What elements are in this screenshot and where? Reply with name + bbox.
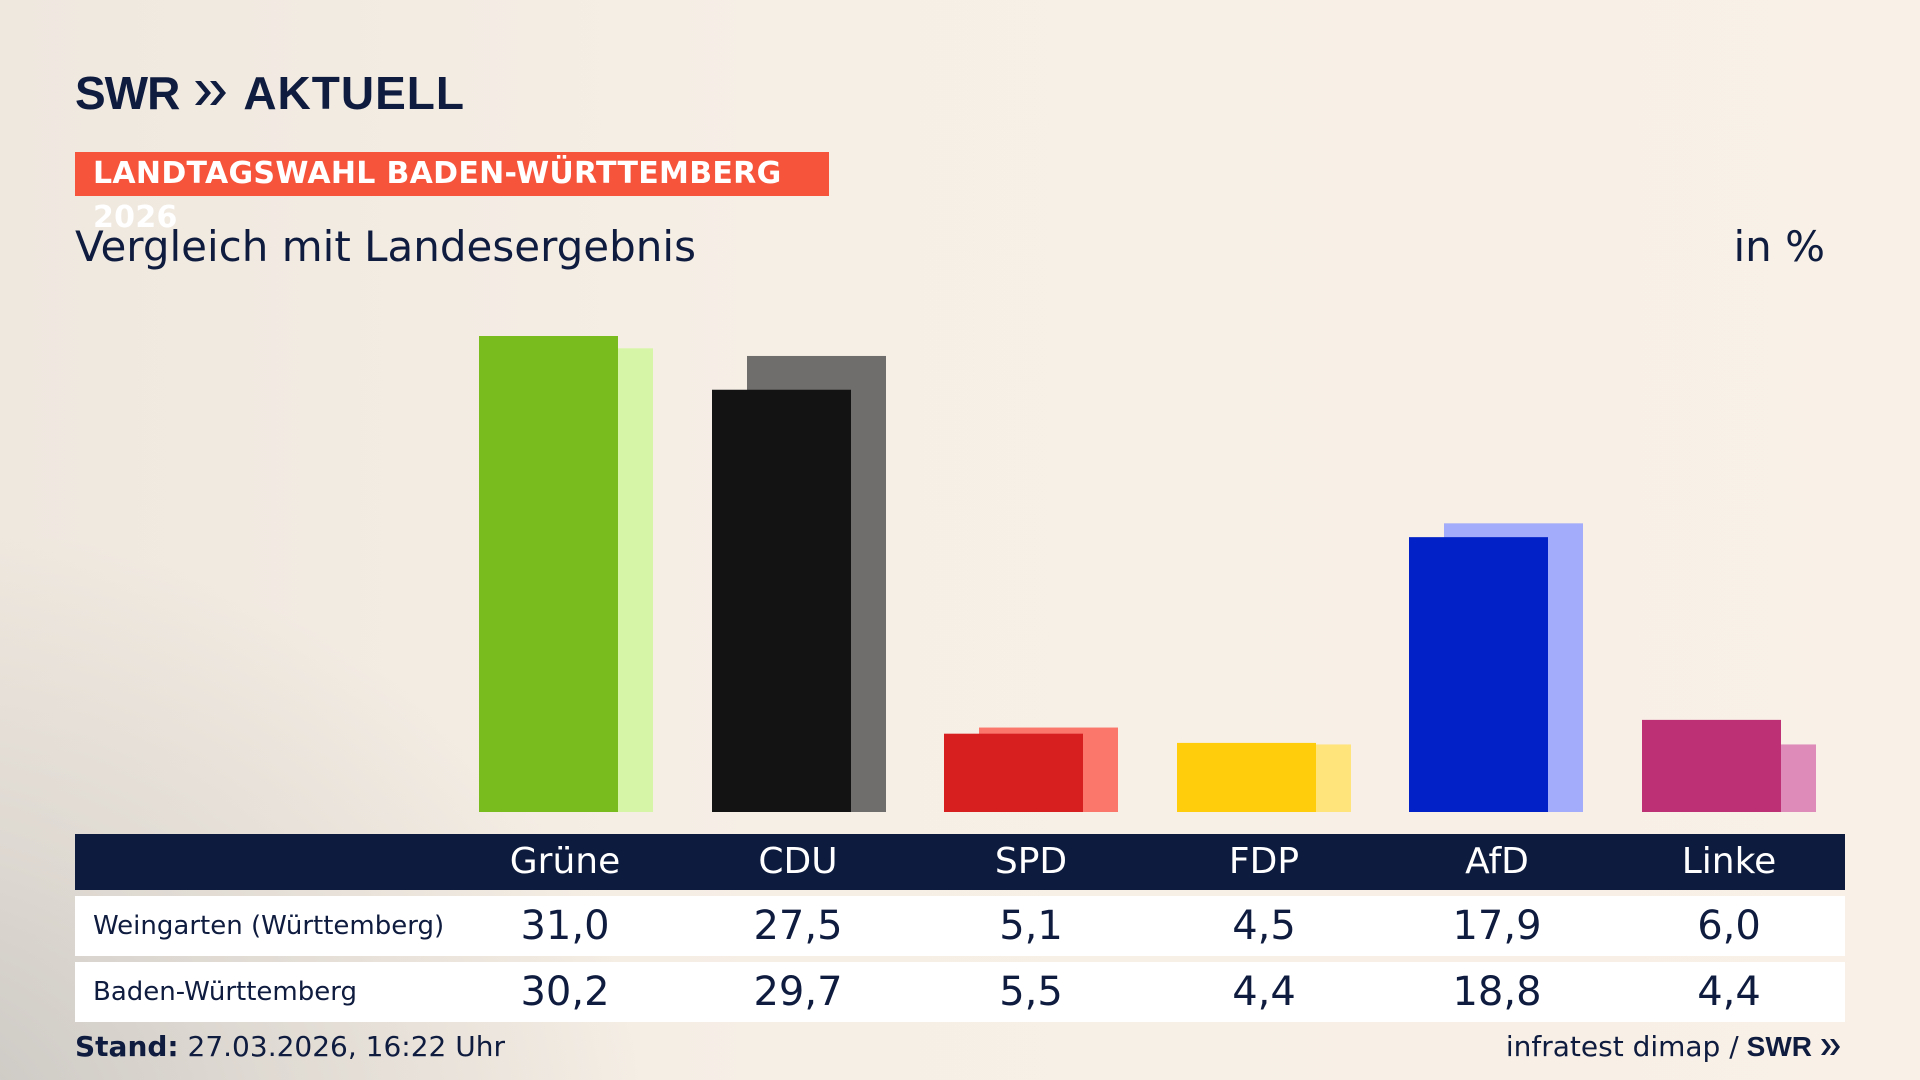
table-cell: 18,8 bbox=[1452, 969, 1542, 1015]
unit-label: in % bbox=[1733, 222, 1825, 271]
column-header: FDP bbox=[1228, 841, 1300, 882]
row-label: Weingarten (Württemberg) bbox=[93, 911, 445, 941]
bar-local-1 bbox=[712, 389, 851, 812]
aktuell-logo-text: AKTUELL bbox=[243, 67, 465, 119]
source-text: infratest dimap / bbox=[1505, 1030, 1739, 1063]
row-label: Baden-Württemberg bbox=[93, 977, 357, 1007]
table-cell: 5,1 bbox=[999, 903, 1063, 949]
table-cell: 4,4 bbox=[1232, 969, 1296, 1015]
stand-label: Stand: bbox=[75, 1030, 179, 1063]
swr-aktuell-logo: SWR AKTUELL bbox=[75, 67, 465, 119]
election-badge: LANDTAGSWAHL BADEN-WÜRTTEMBERG 2026 bbox=[75, 152, 829, 235]
results-table: Grüne CDU SPD FDP AfD Linke Weingarten (Württ… bbox=[75, 834, 1845, 1022]
source-credit: infratest dimap / SWR bbox=[1506, 1030, 1842, 1063]
column-header: Linke bbox=[1681, 841, 1777, 882]
source-swr-logo: SWR bbox=[1746, 1030, 1812, 1062]
column-header: SPD bbox=[994, 841, 1068, 882]
table-cell: 6,0 bbox=[1697, 903, 1761, 949]
table-cell: 17,9 bbox=[1452, 903, 1542, 949]
bar-local-2 bbox=[944, 733, 1083, 812]
column-header: Grüne bbox=[509, 841, 621, 882]
table-cell: 4,5 bbox=[1232, 903, 1296, 949]
bar-local-5 bbox=[1642, 719, 1781, 812]
double-chevron-icon bbox=[195, 81, 227, 105]
stand-value: 27.03.2026, 16:22 Uhr bbox=[187, 1030, 505, 1063]
table-cell: 30,2 bbox=[520, 969, 610, 1015]
table-header-row: Grüne CDU SPD FDP AfD Linke bbox=[75, 834, 1845, 890]
column-header: CDU bbox=[758, 841, 838, 882]
swr-logo-text: SWR bbox=[75, 67, 180, 119]
double-chevron-icon bbox=[1821, 1038, 1840, 1055]
column-header: AfD bbox=[1465, 841, 1529, 882]
table-cell: 5,5 bbox=[999, 969, 1063, 1015]
bar-local-3 bbox=[1177, 742, 1316, 812]
bar-local-4 bbox=[1409, 537, 1548, 812]
table-cell: 4,4 bbox=[1697, 969, 1761, 1015]
chart-subtitle: Vergleich mit Landesergebnis bbox=[75, 222, 696, 271]
bar-local-0 bbox=[479, 336, 618, 812]
table-row: Weingarten (Württemberg) 31,0 27,5 5,1 4,5 1… bbox=[75, 896, 1845, 956]
table-cell: 29,7 bbox=[753, 969, 843, 1015]
table-row: Baden-Württemberg 30,2 29,7 5,5 4,4 18,8 4,4 bbox=[75, 962, 1845, 1022]
table-cell: 27,5 bbox=[753, 903, 843, 949]
table-cell: 31,0 bbox=[520, 903, 610, 949]
timestamp: Stand: 27.03.2026, 16:22 Uhr bbox=[75, 1030, 505, 1063]
